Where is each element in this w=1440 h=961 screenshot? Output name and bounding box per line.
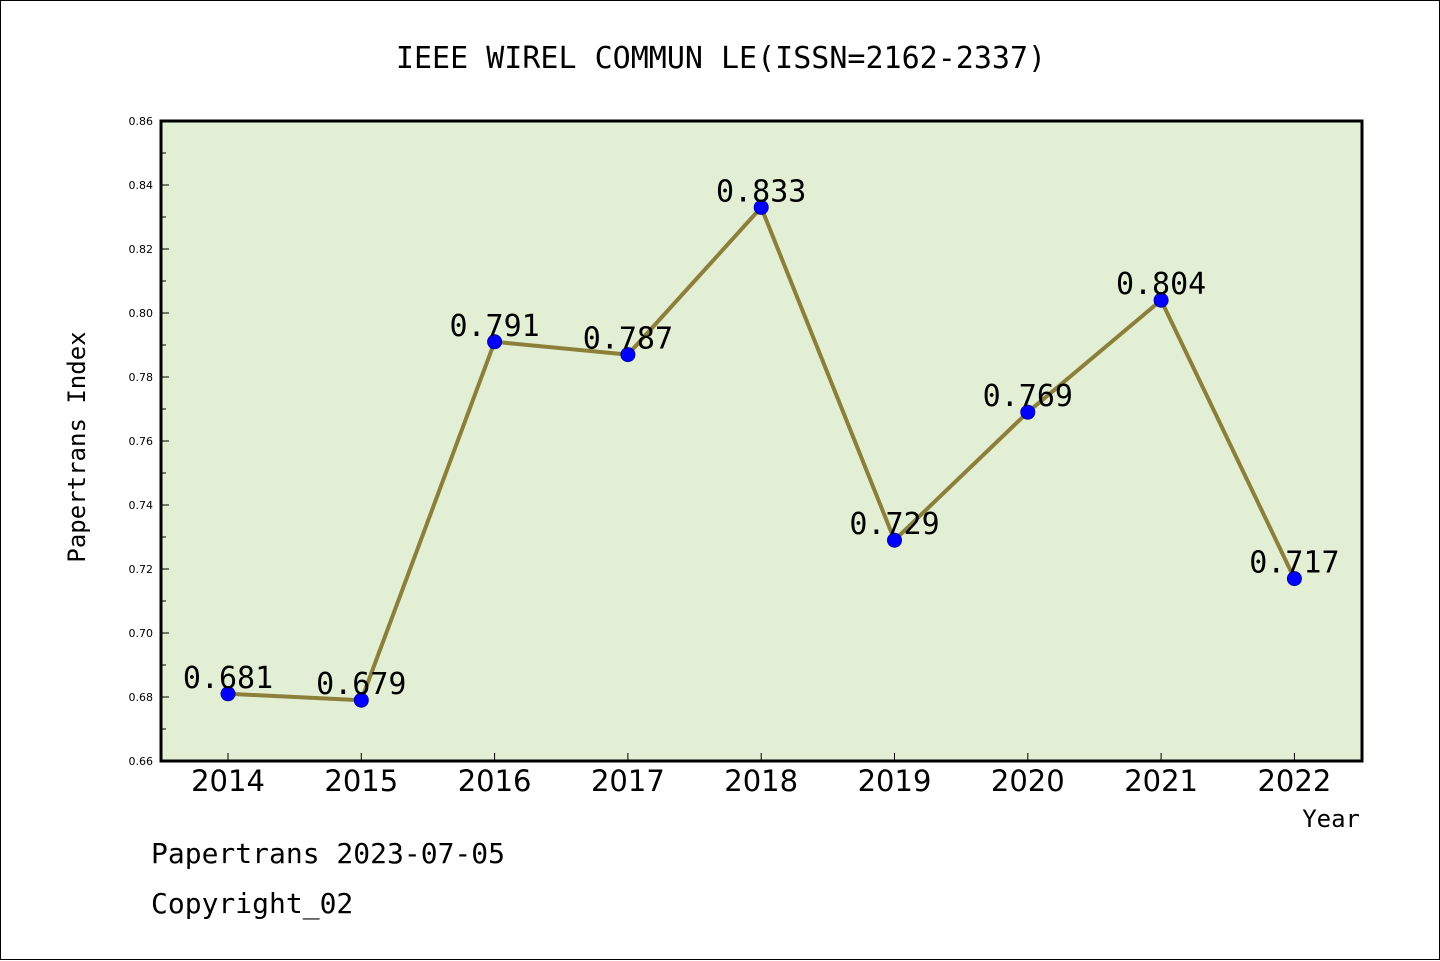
y-tick-label: 0.82 bbox=[129, 243, 154, 256]
data-label: 0.833 bbox=[716, 174, 806, 209]
plot-area bbox=[159, 119, 1364, 763]
data-label: 0.791 bbox=[449, 309, 539, 344]
data-point bbox=[1286, 571, 1302, 587]
data-point bbox=[1153, 292, 1169, 308]
data-label: 0.729 bbox=[849, 507, 939, 542]
y-tick-label: 0.70 bbox=[129, 627, 154, 640]
x-tick-label: 2016 bbox=[458, 764, 532, 798]
data-point bbox=[1020, 404, 1036, 420]
x-tick-label: 2019 bbox=[858, 764, 932, 798]
x-axis-label: Year bbox=[1302, 805, 1360, 833]
y-tick-label: 0.72 bbox=[129, 563, 154, 576]
y-tick-label: 0.66 bbox=[129, 755, 154, 768]
x-tick-label: 2022 bbox=[1257, 764, 1331, 798]
x-tick-label: 2018 bbox=[724, 764, 798, 798]
y-axis-label: Papertrans Index bbox=[63, 331, 91, 562]
data-label: 0.717 bbox=[1249, 546, 1339, 581]
x-tick-label: 2020 bbox=[991, 764, 1065, 798]
y-tick-label: 0.86 bbox=[129, 115, 154, 128]
data-point bbox=[887, 532, 902, 548]
y-tick-label: 0.74 bbox=[129, 499, 154, 512]
y-tick-label: 0.84 bbox=[129, 179, 154, 192]
y-tick-label: 0.80 bbox=[129, 307, 154, 320]
data-label: 0.787 bbox=[583, 322, 673, 357]
y-axis: 0.66 0.68 0.70 0.72 0.74 0.76 0.78 0.80 0.82 0.84… bbox=[129, 115, 169, 768]
data-point bbox=[487, 334, 503, 350]
data-point bbox=[353, 692, 369, 708]
footer-copyright: Copyright_02 bbox=[151, 887, 354, 920]
x-tick-label: 2014 bbox=[191, 764, 265, 798]
data-point bbox=[220, 686, 236, 702]
x-tick-label: 2015 bbox=[324, 764, 398, 798]
y-tick-label: 0.68 bbox=[129, 691, 154, 704]
x-tick-label: 2021 bbox=[1124, 764, 1198, 798]
series-papertrans-index: 0.681 0.679 0.791 0.787 0.833 0.729 0.769 0.804… bbox=[183, 174, 1340, 708]
x-tick-label: 2017 bbox=[591, 764, 665, 798]
data-label: 0.681 bbox=[183, 661, 273, 696]
footer-date: Papertrans 2023-07-05 bbox=[151, 837, 506, 870]
data-label: 0.804 bbox=[1116, 267, 1206, 302]
data-label: 0.679 bbox=[316, 667, 406, 702]
data-point bbox=[620, 347, 636, 363]
chart-title: IEEE WIREL COMMUN LE(ISSN=2162-2337) bbox=[396, 41, 1046, 76]
y-tick-label: 0.76 bbox=[129, 435, 154, 448]
x-axis: 2014 2015 2016 2017 2018 2019 2020 2021 2022 bbox=[191, 753, 1331, 798]
data-point bbox=[753, 199, 769, 215]
y-tick-label: 0.78 bbox=[129, 371, 154, 384]
data-label: 0.769 bbox=[983, 379, 1073, 414]
